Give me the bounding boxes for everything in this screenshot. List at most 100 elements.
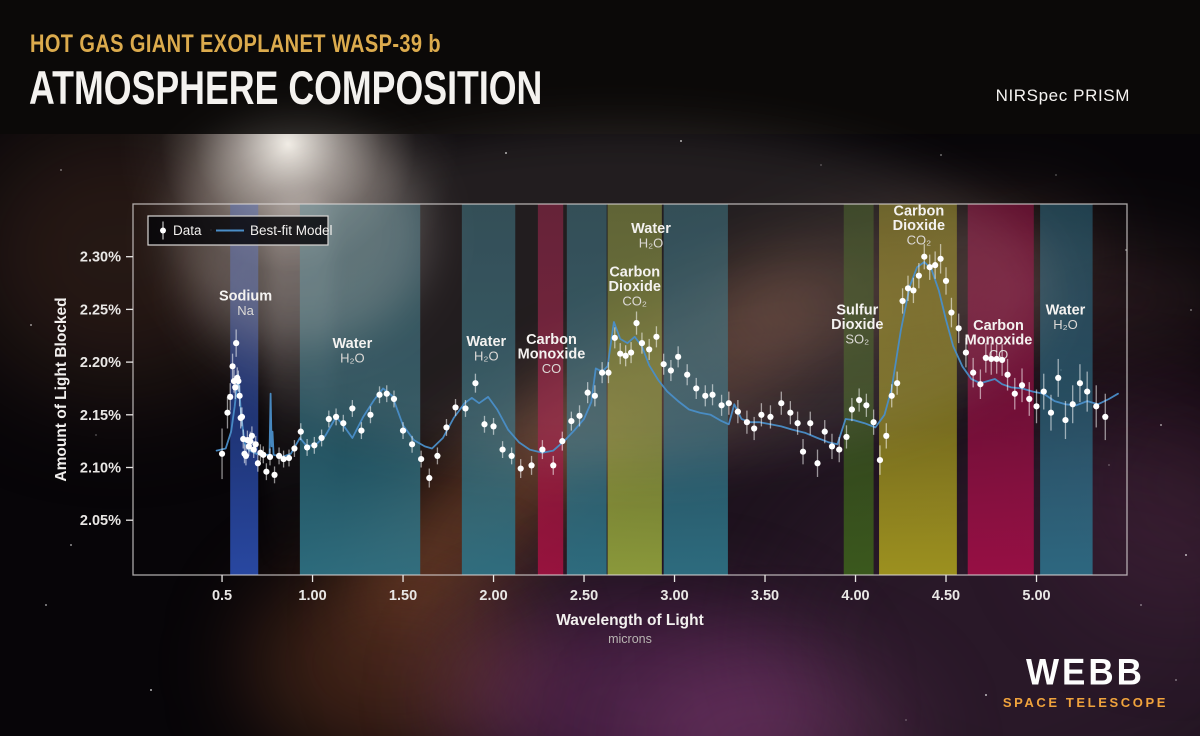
star-speck	[905, 719, 907, 721]
annotation-name: Carbon	[526, 332, 577, 348]
data-point	[1004, 371, 1011, 378]
y-tick-label: 2.05%	[80, 513, 121, 529]
x-tick-label: 1.50	[389, 588, 417, 604]
data-point	[848, 406, 855, 413]
data-point	[426, 474, 433, 482]
annotation-name: Sulfur	[836, 302, 878, 318]
data-point	[452, 404, 459, 411]
y-tick-label: 2.25%	[80, 302, 121, 318]
data-point	[238, 413, 246, 421]
data-point	[794, 420, 801, 427]
page-title: ATMOSPHERE COMPOSITION	[29, 61, 543, 114]
data-point	[325, 415, 332, 423]
data-point	[883, 432, 890, 439]
data-point	[814, 460, 821, 467]
data-point	[383, 390, 390, 397]
star-speck	[940, 154, 942, 156]
data-point	[743, 419, 751, 426]
data-point	[349, 405, 356, 412]
data-point	[568, 418, 575, 425]
data-point	[376, 391, 383, 398]
annotation-name: Water	[1046, 302, 1086, 318]
data-point	[970, 369, 977, 376]
data-point	[508, 452, 515, 460]
data-point	[915, 272, 922, 279]
data-point	[254, 460, 261, 467]
star-speck	[985, 694, 987, 696]
data-point	[340, 420, 347, 427]
data-point	[622, 352, 629, 359]
data-point	[693, 385, 700, 392]
data-point	[528, 462, 535, 469]
data-point	[550, 462, 557, 469]
data-point	[242, 452, 250, 460]
data-point	[605, 369, 612, 376]
data-point	[252, 441, 259, 448]
data-point	[899, 297, 906, 305]
data-point	[271, 471, 278, 478]
legend-model-label: Best-fit Model	[250, 223, 333, 238]
data-point	[910, 287, 917, 294]
annotation-name: Monoxide	[518, 346, 586, 362]
annotation-formula: H₂O	[1053, 317, 1078, 332]
y-tick-label: 2.15%	[80, 408, 121, 424]
annotation-name: Dioxide	[893, 218, 945, 234]
data-point	[725, 400, 732, 407]
data-point	[633, 319, 640, 327]
data-point	[434, 452, 441, 460]
data-point	[235, 377, 242, 385]
annotation-formula: CO₂	[622, 293, 647, 308]
data-point	[539, 446, 546, 453]
data-point	[828, 443, 836, 450]
molecule-annotations: SodiumNaWaterH₂OWaterH₂OCarbonMonoxideCO…	[219, 203, 1086, 376]
y-tick-label: 2.10%	[80, 460, 121, 476]
data-point	[462, 405, 469, 412]
data-point	[490, 423, 497, 430]
data-point	[904, 285, 912, 292]
data-point	[653, 333, 660, 340]
x-tick-label: 1.00	[298, 588, 326, 604]
data-point	[297, 428, 304, 435]
star-speck	[60, 169, 62, 171]
x-tick-label: 3.50	[751, 588, 779, 604]
x-tick-label: 4.00	[841, 588, 869, 604]
annotation-name: Carbon	[609, 264, 660, 280]
data-point	[260, 451, 267, 458]
annotation-formula: CO	[542, 361, 562, 376]
data-point	[977, 381, 984, 388]
data-point	[250, 446, 257, 453]
x-tick-label: 3.00	[660, 588, 688, 604]
data-point	[667, 367, 675, 374]
data-point	[611, 334, 618, 341]
data-point	[876, 457, 884, 464]
annotation-name: Carbon	[893, 203, 944, 219]
data-point	[955, 325, 962, 332]
annotation-name: Dioxide	[609, 279, 661, 295]
data-point	[799, 448, 807, 455]
data-point	[275, 452, 283, 460]
data-point	[617, 350, 624, 357]
data-point	[937, 255, 944, 262]
data-point	[778, 400, 785, 407]
chart-legend: Data Best-fit Model	[147, 215, 333, 246]
x-tick-label: 5.00	[1022, 588, 1050, 604]
data-point	[358, 427, 365, 434]
data-point	[443, 424, 450, 431]
data-point	[709, 391, 716, 398]
data-point	[962, 349, 970, 356]
data-point	[584, 389, 591, 396]
data-point	[472, 380, 479, 387]
annotation-formula: H₂O	[474, 349, 499, 364]
data-point	[926, 264, 933, 271]
data-point	[988, 355, 995, 363]
data-point	[734, 408, 741, 415]
data-point	[224, 409, 231, 416]
data-point	[932, 262, 939, 269]
x-axis-subtitle: microns	[608, 632, 652, 646]
star-speck	[1140, 604, 1142, 606]
data-point	[646, 346, 653, 353]
legend-data-marker	[160, 227, 166, 234]
data-point	[1069, 401, 1076, 408]
webb-logo-subtitle: SPACE TELESCOPE	[1002, 695, 1168, 710]
